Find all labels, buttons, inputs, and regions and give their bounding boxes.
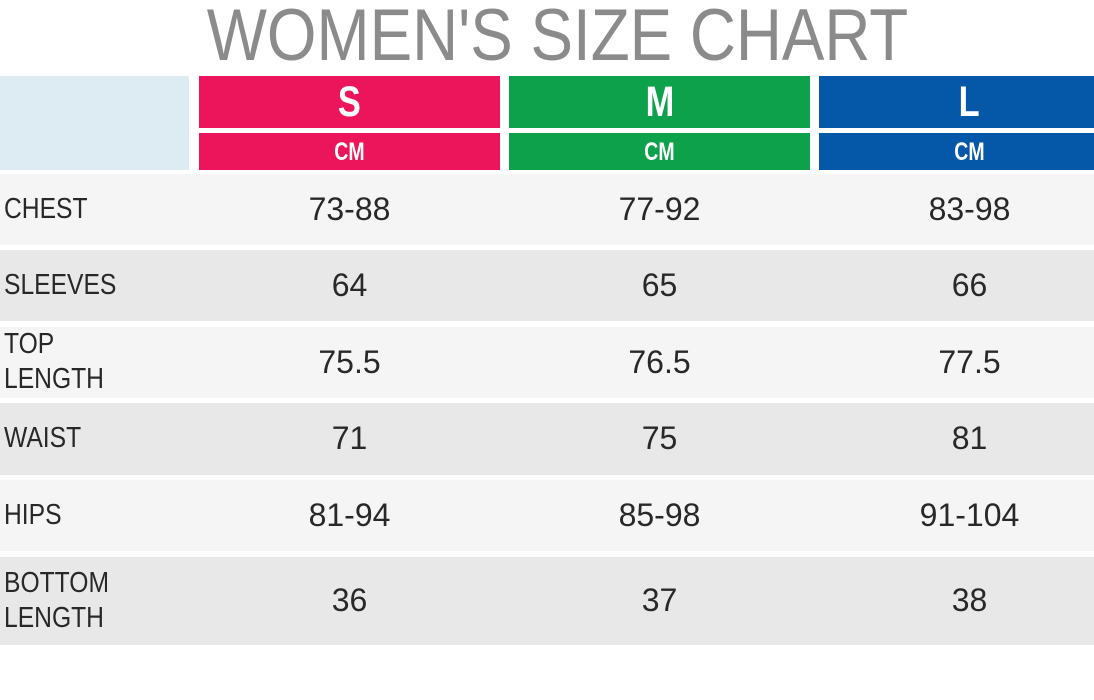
unit-header-l: CM: [819, 133, 1094, 170]
top-length-value-l: 77.5: [938, 343, 1001, 380]
size-header-m-label: M: [645, 78, 674, 127]
table-row-sleeves: SLEEVES 64 65 66: [0, 250, 1094, 322]
table-row-top-length: TOP LENGTH 75.5 76.5 77.5: [0, 326, 1094, 398]
table-row-bottom-length: BOTTOM LENGTH 36 37 38: [0, 556, 1094, 645]
row-label-hips: HIPS: [4, 499, 62, 532]
corner-cell: [0, 76, 189, 170]
sleeves-value-m: 65: [641, 267, 678, 304]
hips-value-s: 81-94: [308, 497, 391, 534]
size-chart-page: { "chart_data": { "type": "table", "titl…: [0, 0, 1094, 645]
top-length-value-m: 76.5: [628, 343, 691, 380]
sleeves-value-l: 66: [951, 267, 988, 304]
chest-value-l: 83-98: [928, 190, 1011, 227]
hips-value-m: 85-98: [618, 497, 701, 534]
size-header-s-label: S: [338, 78, 361, 127]
size-header-s: S: [199, 76, 500, 128]
table-row-hips: HIPS 81-94 85-98 91-104: [0, 479, 1094, 552]
row-label-chest: CHEST: [4, 192, 88, 225]
bottom-length-value-m: 37: [641, 582, 678, 618]
chest-value-s: 73-88: [308, 190, 391, 227]
waist-value-s: 71: [331, 420, 368, 457]
size-header-m: M: [509, 76, 810, 128]
table-row-chest: CHEST 73-88 77-92 83-98: [0, 173, 1094, 245]
waist-value-m: 75: [641, 420, 678, 457]
bottom-length-value-l: 38: [951, 582, 988, 618]
unit-header-m-label: CM: [644, 137, 675, 166]
top-length-value-s: 75.5: [318, 343, 381, 380]
unit-header-m: CM: [509, 133, 810, 170]
size-header-l: L: [819, 76, 1094, 128]
unit-header-s: CM: [199, 133, 500, 170]
bottom-length-value-s: 36: [331, 582, 368, 618]
unit-header-s-label: CM: [334, 137, 365, 166]
unit-header-l-label: CM: [954, 137, 985, 166]
size-header-l-label: L: [958, 78, 981, 127]
waist-value-l: 81: [951, 420, 988, 457]
hips-value-l: 91-104: [919, 497, 1020, 534]
page-title: WOMEN'S SIZE CHART: [206, 0, 909, 76]
sleeves-value-s: 64: [331, 267, 368, 304]
chest-value-m: 77-92: [618, 190, 701, 227]
row-label-top-length: TOP LENGTH: [4, 328, 104, 396]
row-label-bottom-length: BOTTOM LENGTH: [4, 566, 110, 634]
row-label-sleeves: SLEEVES: [4, 269, 117, 302]
table-row-waist: WAIST 71 75 81: [0, 403, 1094, 475]
row-label-waist: WAIST: [4, 422, 82, 455]
